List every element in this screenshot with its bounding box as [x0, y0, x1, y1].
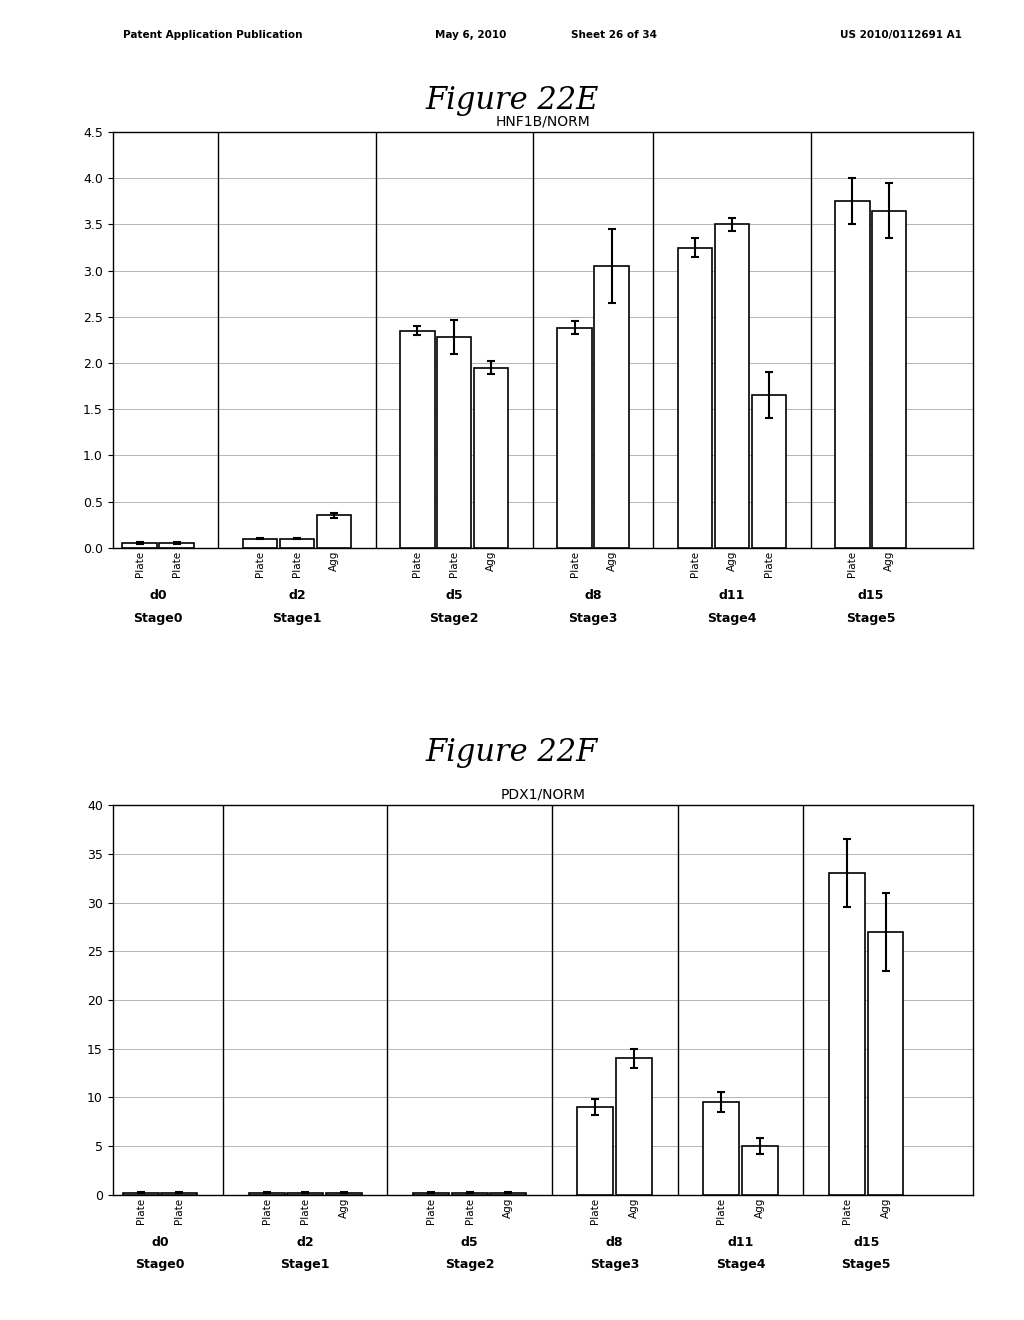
- Bar: [326, 1193, 361, 1195]
- Text: Stage5: Stage5: [846, 611, 896, 624]
- Text: Sheet 26 of 34: Sheet 26 of 34: [571, 30, 657, 41]
- Text: d11: d11: [727, 1237, 754, 1249]
- Bar: [123, 1193, 159, 1195]
- Text: May 6, 2010: May 6, 2010: [435, 30, 507, 41]
- Text: d0: d0: [152, 1237, 169, 1249]
- Text: d8: d8: [585, 590, 602, 602]
- Text: Stage4: Stage4: [716, 1258, 765, 1271]
- Text: Stage5: Stage5: [842, 1258, 891, 1271]
- Text: US 2010/0112691 A1: US 2010/0112691 A1: [840, 30, 963, 41]
- Bar: [872, 211, 906, 548]
- Title: HNF1B/NORM: HNF1B/NORM: [496, 114, 590, 128]
- Text: Stage2: Stage2: [429, 611, 479, 624]
- Text: d2: d2: [288, 590, 306, 602]
- Text: d15: d15: [853, 1237, 880, 1249]
- Text: Stage4: Stage4: [708, 611, 757, 624]
- Text: Patent Application Publication: Patent Application Publication: [123, 30, 302, 41]
- Text: Stage0: Stage0: [133, 611, 183, 624]
- Bar: [474, 368, 508, 548]
- Text: d8: d8: [606, 1237, 624, 1249]
- Bar: [557, 327, 592, 548]
- Bar: [594, 267, 629, 548]
- Bar: [162, 1193, 198, 1195]
- Text: d0: d0: [150, 590, 167, 602]
- Bar: [243, 539, 278, 548]
- Bar: [413, 1193, 449, 1195]
- Bar: [437, 337, 471, 548]
- Text: Stage0: Stage0: [135, 1258, 185, 1271]
- Text: Stage1: Stage1: [281, 1258, 330, 1271]
- Bar: [400, 331, 434, 548]
- Bar: [160, 544, 194, 548]
- Bar: [615, 1059, 652, 1195]
- Bar: [741, 1146, 777, 1195]
- Bar: [452, 1193, 487, 1195]
- Text: Stage3: Stage3: [590, 1258, 639, 1271]
- Bar: [578, 1107, 613, 1195]
- Text: Figure 22E: Figure 22E: [425, 86, 599, 116]
- Bar: [288, 1193, 324, 1195]
- Text: Figure 22F: Figure 22F: [426, 738, 598, 768]
- Bar: [867, 932, 903, 1195]
- Bar: [249, 1193, 285, 1195]
- Text: d11: d11: [719, 590, 745, 602]
- Bar: [316, 516, 351, 548]
- Text: Stage1: Stage1: [272, 611, 322, 624]
- Bar: [836, 202, 869, 548]
- Text: d5: d5: [445, 590, 463, 602]
- Bar: [490, 1193, 526, 1195]
- Bar: [678, 248, 713, 548]
- Text: d15: d15: [858, 590, 884, 602]
- Bar: [280, 539, 314, 548]
- Bar: [715, 224, 750, 548]
- Title: PDX1/NORM: PDX1/NORM: [500, 787, 586, 801]
- Bar: [123, 544, 157, 548]
- Text: Stage2: Stage2: [444, 1258, 495, 1271]
- Bar: [752, 396, 786, 548]
- Bar: [829, 874, 865, 1195]
- Text: d2: d2: [296, 1237, 314, 1249]
- Text: d5: d5: [461, 1237, 478, 1249]
- Bar: [703, 1102, 739, 1195]
- Text: Stage3: Stage3: [568, 611, 617, 624]
